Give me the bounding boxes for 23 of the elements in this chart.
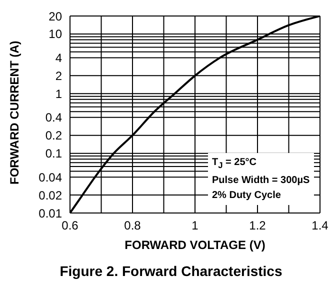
annotation: 2% Duty Cycle (212, 189, 282, 203)
y-tick-label: 0.2 (45, 128, 62, 143)
y-tick-label: 0.04 (38, 170, 62, 184)
y-tick-label: 4 (55, 50, 62, 65)
y-tick-label: 20 (48, 9, 62, 24)
x-tick-label: 0.8 (124, 218, 142, 233)
y-tick-label: 2 (55, 68, 62, 83)
y-tick-label: 0.02 (38, 188, 62, 202)
annotation: T$_{J}$ = 25°C (212, 156, 258, 172)
x-tick-label: 0.6 (62, 218, 79, 233)
y-tick-label: 0.1 (45, 146, 62, 161)
y-tick-label: 0.01 (38, 206, 62, 220)
y-axis-title: FORWARD CURRENT (A) (7, 40, 22, 184)
y-tick-label: 0.4 (45, 110, 62, 125)
x-axis-title: FORWARD VOLTAGE (V) (124, 238, 266, 252)
note-box: T$_{J}$ = 25°C Pulse Width = 300µS 2% Duty Cycle (208, 153, 314, 205)
y-tick-label: 10 (48, 27, 62, 42)
x-tick-label: 1.2 (249, 218, 266, 233)
x-tick-label: 1.4 (312, 218, 329, 233)
y-tick-label: 1 (55, 86, 62, 101)
text: Figure 2. Forward Characteristics (58, 263, 284, 279)
annotation: Pulse Width = 300µS (212, 174, 310, 188)
x-tick-label: 1 (192, 218, 199, 233)
